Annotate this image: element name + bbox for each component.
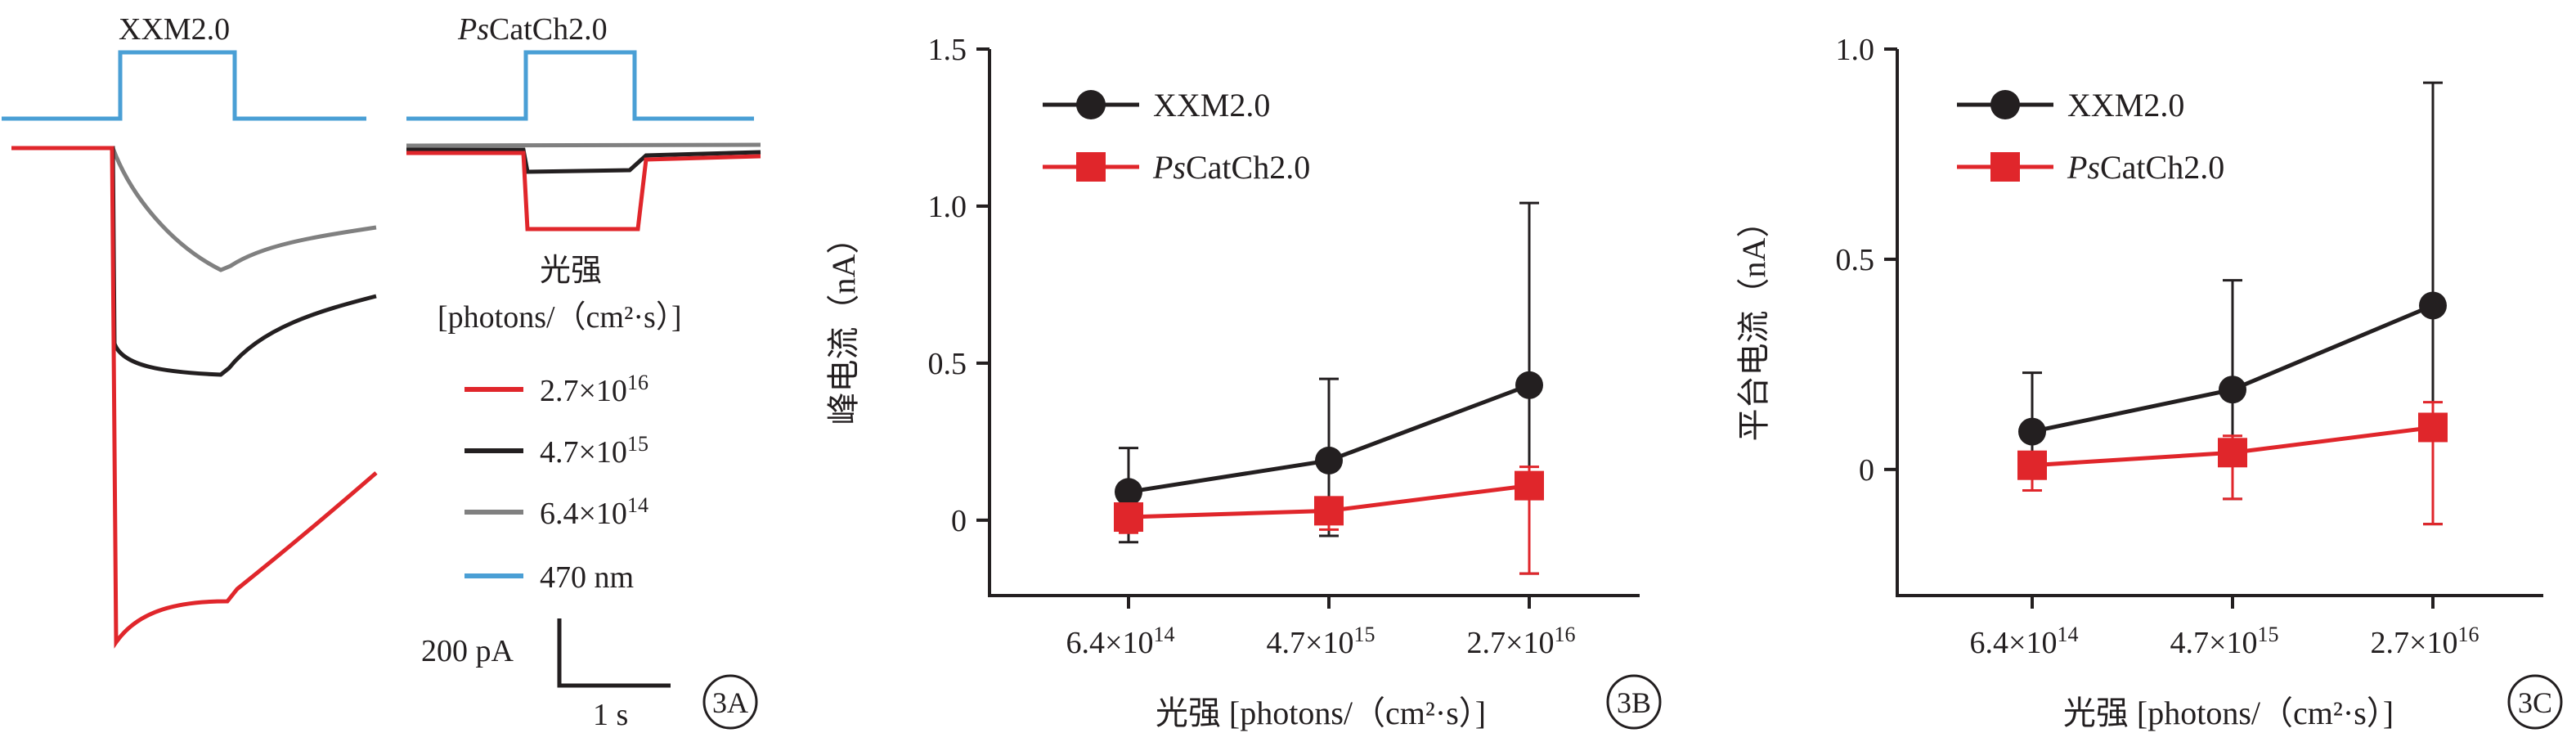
data-point [2219, 375, 2246, 404]
panel-badge: 3B [1606, 674, 1662, 730]
legend-item-blue: 470 nm [464, 560, 634, 595]
legend-item: XXM2.0 [1957, 87, 2184, 124]
legend-item: XXM2.0 [1043, 87, 1270, 124]
panel-c-chart: 1.0 0.5 0 6.4×1014 4.7×1015 2.7×1016 平台电流（nA） 光… [1735, 33, 2563, 731]
legend-item: PsCatCh2.0 [1957, 149, 2224, 186]
panel-badge: 3C [2507, 674, 2563, 730]
x-tick-label: 4.7×1015 [2170, 623, 2279, 660]
legend-title-line1: 光强 [540, 254, 602, 288]
data-point [1115, 478, 1142, 506]
stimulus-trace-xxm [2, 50, 366, 121]
legend-label: XXM2.0 [1153, 87, 1270, 124]
panel-badge-3a: 3A [702, 674, 758, 730]
legend-label-red: 2.7×1016 [540, 371, 648, 408]
legend-label-gray: 6.4×1014 [540, 493, 648, 531]
panel-a: XXM2.0 PsCatCh2.0 光强 [photons/（cm²·s）] 2… [2, 12, 761, 732]
legend-item-gray: 6.4×1014 [464, 493, 648, 531]
y-tick-label: 1.0 [1836, 33, 1875, 67]
current-trace-pscatch-red [406, 151, 761, 232]
badge-circle [1606, 674, 1662, 730]
badge-circle [702, 674, 758, 730]
axis-lines [1896, 49, 2543, 597]
trace-title-pscatch: PsCatCh2.0 [457, 12, 608, 47]
data-point [1315, 446, 1343, 474]
badge-label: 3A [712, 686, 748, 719]
panel-b-chart: 1.5 1.0 0.5 0 6.4×1014 4.7×1015 2.7×1016 峰电流（nA… [825, 33, 1662, 731]
series-pscatch [2017, 401, 2448, 526]
x-tick-label: 2.7×1016 [1467, 623, 1576, 660]
legend-marker [1990, 90, 2020, 119]
legend-label: PsCatCh2.0 [1152, 149, 1310, 186]
y-axis-label: 平台电流（nA） [1735, 205, 1772, 442]
legend-title-line2: [photons/（cm²·s）] [438, 300, 681, 335]
legend-item-black: 4.7×1015 [464, 432, 648, 470]
data-point [1515, 470, 1544, 501]
legend-item-red: 2.7×1016 [464, 371, 648, 408]
current-trace-pscatch-black [406, 147, 761, 174]
y-axis-label: 峰电流（nA） [825, 222, 862, 425]
trace-title-xxm: XXM2.0 [119, 12, 230, 47]
data-point [2018, 417, 2046, 446]
legend-label-blue: 470 nm [540, 560, 634, 595]
stimulus-trace-pscatch [406, 50, 754, 121]
data-point [1114, 502, 1143, 533]
current-trace-xxm-red [11, 146, 378, 649]
badge-label: 3B [1617, 686, 1651, 719]
current-trace-pscatch-gray [406, 142, 761, 148]
badge-label: 3C [2518, 686, 2552, 719]
data-point [1314, 496, 1344, 526]
legend-label-black: 4.7×1015 [540, 432, 648, 470]
y-tick-label: 0 [951, 504, 967, 538]
legend-item: PsCatCh2.0 [1043, 149, 1310, 186]
scale-bar-y-label: 200 pA [421, 634, 514, 668]
legend-marker [1076, 90, 1106, 119]
current-trace-xxm-black [11, 146, 377, 377]
x-tick-label: 6.4×1014 [1066, 623, 1175, 660]
badge-circle [2507, 674, 2563, 730]
y-tick-label: 1.5 [928, 33, 967, 67]
series-pscatch [1114, 465, 1544, 575]
x-tick-label: 6.4×1014 [1970, 623, 2079, 660]
y-tick-label: 0.5 [1836, 243, 1875, 277]
data-point [2218, 438, 2247, 468]
legend-marker [1076, 152, 1106, 182]
y-tick-label: 1.0 [928, 190, 967, 224]
x-axis-label: 光强 [photons/（cm²·s）] [1156, 695, 1486, 731]
legend-label: PsCatCh2.0 [2067, 149, 2224, 186]
scale-bar [557, 618, 671, 688]
data-point [1515, 371, 1543, 399]
data-point [2419, 291, 2447, 320]
y-tick-label: 0.5 [928, 347, 967, 381]
y-tick-label: 0 [1859, 453, 1874, 488]
x-tick-label: 2.7×1016 [2371, 623, 2480, 660]
axis-lines [988, 49, 1640, 597]
data-point [2017, 450, 2047, 480]
data-point [2418, 412, 2448, 443]
legend-marker [1990, 152, 2020, 182]
current-trace-xxm-gray [11, 146, 377, 272]
x-axis-label: 光强 [photons/（cm²·s）] [2063, 695, 2394, 731]
legend-label: XXM2.0 [2067, 87, 2184, 124]
x-tick-label: 4.7×1015 [1267, 623, 1376, 660]
scale-bar-x-label: 1 s [593, 698, 628, 732]
